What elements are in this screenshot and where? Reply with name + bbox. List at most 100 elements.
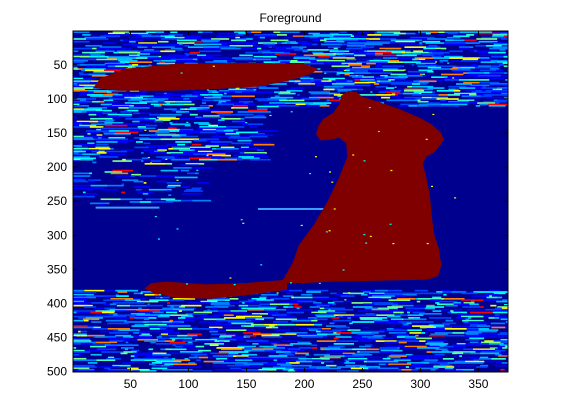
noise-streak (210, 344, 219, 346)
speckle (277, 292, 279, 293)
noise-streak (238, 308, 241, 310)
y-tick-label: 500 (47, 365, 67, 379)
noise-streak (169, 299, 176, 301)
noise-streak (146, 125, 158, 127)
noise-streak (158, 101, 164, 103)
noise-streak (119, 323, 129, 325)
noise-streak (303, 50, 309, 52)
noise-streak (74, 126, 90, 128)
noise-streak (257, 100, 279, 102)
noise-streak (249, 136, 267, 138)
noise-streak (326, 368, 341, 370)
noise-streak (118, 291, 128, 293)
noise-streak (358, 340, 372, 342)
noise-streak (324, 63, 342, 65)
noise-streak (465, 339, 479, 341)
noise-streak (200, 105, 209, 107)
speckle (364, 160, 366, 161)
noise-streak (280, 31, 299, 33)
noise-streak (167, 182, 182, 184)
noise-streak (273, 31, 280, 33)
noise-streak (81, 343, 93, 345)
noise-streak (277, 34, 287, 36)
noise-streak (259, 303, 269, 305)
noise-streak (234, 114, 253, 116)
noise-streak (475, 87, 481, 89)
noise-streak (172, 332, 179, 334)
noise-streak (375, 86, 387, 88)
noise-streak (423, 293, 442, 295)
noise-streak (171, 153, 193, 155)
noise-streak (87, 111, 104, 113)
noise-streak (134, 105, 154, 107)
noise-streak (175, 141, 191, 143)
noise-streak (110, 153, 126, 155)
speckle (392, 243, 394, 244)
noise-streak (387, 316, 400, 318)
noise-streak (427, 329, 446, 331)
noise-streak (74, 175, 91, 177)
noise-streak (380, 351, 394, 353)
noise-streak (235, 91, 242, 93)
noise-streak (478, 52, 488, 54)
noise-streak (238, 111, 255, 113)
noise-streak (365, 44, 383, 46)
noise-streak (175, 177, 198, 179)
noise-streak (435, 105, 438, 107)
noise-streak (475, 45, 486, 47)
noise-streak (499, 49, 505, 51)
speckle (370, 236, 372, 237)
noise-streak (311, 344, 317, 346)
speckle (365, 243, 367, 244)
y-tick-label: 350 (47, 262, 67, 276)
noise-streak (348, 64, 362, 66)
noise-streak (154, 121, 163, 123)
noise-streak (147, 46, 152, 48)
noise-streak (91, 185, 108, 187)
noise-streak (504, 97, 517, 99)
noise-streak (164, 329, 174, 331)
noise-streak (194, 118, 210, 120)
noise-streak (74, 41, 90, 43)
noise-streak (444, 346, 454, 348)
noise-streak (443, 294, 446, 296)
noise-streak (320, 348, 324, 350)
noise-streak (321, 44, 342, 46)
noise-streak (472, 295, 489, 297)
noise-streak (447, 312, 451, 314)
y-tick-label: 400 (47, 296, 67, 310)
noise-streak (125, 348, 128, 350)
noise-streak (272, 327, 278, 329)
noise-streak (172, 136, 181, 138)
noise-streak (169, 130, 176, 132)
noise-streak (148, 57, 154, 59)
noise-streak (173, 348, 187, 350)
noise-streak (193, 91, 209, 93)
noise-streak (134, 181, 144, 183)
noise-streak (90, 203, 109, 205)
noise-streak (389, 299, 411, 301)
noise-streak (142, 331, 164, 333)
speckle (426, 139, 428, 140)
noise-streak (108, 65, 115, 67)
noise-streak (92, 48, 97, 50)
noise-streak (150, 328, 160, 330)
noise-streak (104, 328, 107, 330)
noise-streak (81, 159, 93, 161)
noise-streak (151, 160, 161, 162)
noise-streak (242, 366, 260, 368)
noise-streak (349, 323, 352, 325)
noise-streak (429, 105, 435, 107)
noise-streak (444, 324, 450, 326)
noise-streak (84, 193, 97, 195)
speckle (363, 234, 365, 235)
noise-streak (299, 105, 319, 107)
noise-streak (210, 324, 232, 326)
noise-streak (110, 148, 113, 150)
noise-streak (80, 335, 87, 337)
noise-streak (141, 152, 144, 154)
noise-streak (113, 52, 118, 54)
noise-streak (479, 358, 491, 360)
noise-streak (341, 295, 355, 297)
noise-streak (144, 143, 151, 145)
